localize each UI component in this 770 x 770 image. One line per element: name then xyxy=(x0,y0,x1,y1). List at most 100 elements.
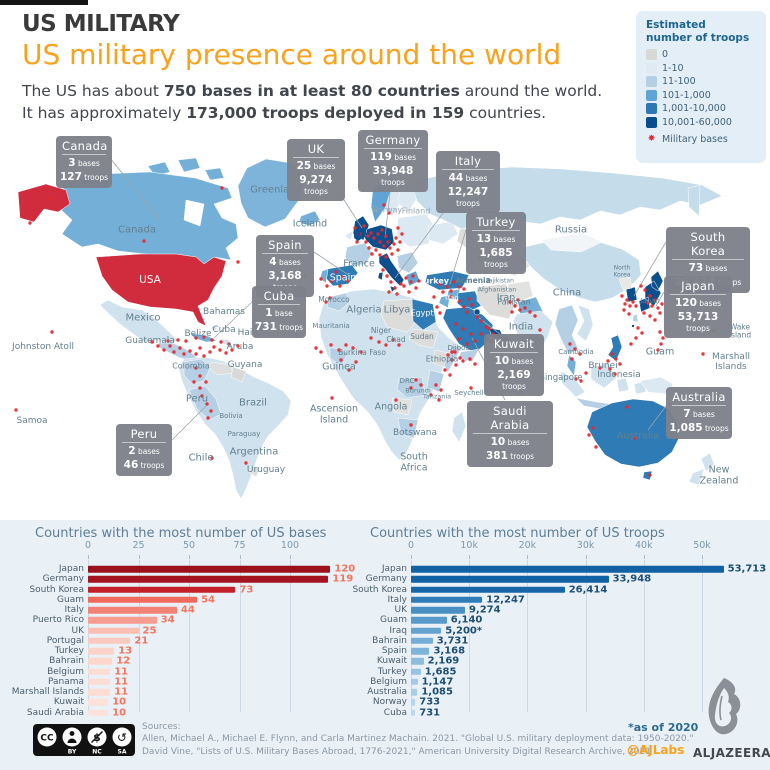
military-base-dot xyxy=(461,359,465,363)
military-base-dot xyxy=(402,284,406,288)
military-base-dot xyxy=(377,340,381,344)
military-base-dot xyxy=(598,366,602,370)
ajlabs-handle: @AJLabs xyxy=(627,743,685,757)
military-base-dot xyxy=(634,336,638,340)
map-label: Wake Island xyxy=(728,322,752,340)
intro-text: The US has about xyxy=(22,82,164,100)
legend-item-label: 0 xyxy=(662,49,669,61)
military-base-dot xyxy=(362,224,366,228)
military-base-dot xyxy=(470,303,474,307)
military-base-dot xyxy=(382,244,386,248)
military-base-dot xyxy=(367,246,371,250)
military-base-dot xyxy=(337,348,341,352)
landmass-iceland xyxy=(298,210,321,227)
military-base-dot xyxy=(620,294,624,298)
bar-value: 731 xyxy=(419,707,441,718)
military-base-dot xyxy=(409,386,413,390)
bases-chart: Countries with the most number of US bas… xyxy=(0,520,355,720)
bar xyxy=(411,699,416,706)
military-base-dot xyxy=(622,308,626,312)
map-label: Belize xyxy=(184,328,212,339)
bar-label: Japan xyxy=(381,564,407,574)
military-base-dot xyxy=(653,298,657,302)
military-base-dot xyxy=(570,357,574,361)
gridline xyxy=(88,560,89,712)
military-base-dot xyxy=(462,287,466,291)
bar-value: 11 xyxy=(114,686,129,698)
axis-tick-mark xyxy=(527,555,529,559)
bar-value: 120 xyxy=(334,563,356,575)
map-label: Ascension Island xyxy=(310,403,358,425)
military-base-dot xyxy=(438,282,442,286)
map-label: Indonesia xyxy=(597,369,641,380)
legend-item-label: 101-1,000 xyxy=(662,89,711,101)
military-base-dot xyxy=(628,304,632,308)
bar xyxy=(88,658,113,665)
map-label: Djibouti xyxy=(447,344,475,353)
military-base-dot xyxy=(606,359,610,363)
military-base-dot xyxy=(219,340,223,344)
military-base-dot xyxy=(395,292,399,296)
military-base-dot xyxy=(202,335,206,339)
military-base-dots xyxy=(14,186,716,477)
gridline xyxy=(189,560,190,712)
military-base-dot xyxy=(369,336,373,340)
landmass-tasmania xyxy=(642,470,653,481)
military-base-dot xyxy=(414,378,418,382)
map-label: Argentina xyxy=(229,446,279,458)
military-base-dot xyxy=(176,338,180,342)
legend-title: Estimated number of troops xyxy=(646,19,756,45)
military-base-dot xyxy=(382,203,386,207)
map-label: Uruguay xyxy=(246,464,286,475)
axis-tick-mark xyxy=(138,555,140,559)
military-base-dot xyxy=(634,304,638,308)
landmass-guyana xyxy=(230,366,247,383)
military-base-dot xyxy=(625,298,629,302)
callout-troops: 127 troops xyxy=(59,170,108,183)
map-label: Chile xyxy=(188,452,214,464)
military-base-dot xyxy=(385,274,389,278)
cc-labels: BY NC SA xyxy=(68,749,127,756)
military-base-dot xyxy=(643,288,647,292)
military-base-dot xyxy=(384,255,388,259)
bar xyxy=(411,647,430,655)
cc-label: SA xyxy=(118,749,127,756)
axis-tick-mark xyxy=(290,555,291,559)
bar-label: Iraq xyxy=(389,625,407,636)
military-base-dot xyxy=(513,304,517,308)
legend: Estimated number of troops 0 1-10 11-100 10… xyxy=(636,11,766,163)
callout-bases: 10 bases xyxy=(490,436,530,448)
military-base-icon: ✸ xyxy=(647,134,656,145)
legend-swatch xyxy=(646,49,657,61)
military-base-dot xyxy=(324,300,328,304)
bar-label: Bahrain xyxy=(49,656,84,667)
bar xyxy=(411,606,465,614)
legend-item: 10,001-60,000 xyxy=(646,116,756,128)
military-base-dot xyxy=(417,279,421,283)
military-base-dot xyxy=(400,232,404,236)
bar-value: 1,685 xyxy=(424,666,457,677)
military-base-dot xyxy=(166,339,170,343)
military-base-dot xyxy=(640,331,644,335)
bar-value: 6,140 xyxy=(450,614,483,626)
military-base-dot xyxy=(443,368,447,372)
landmass-taiwan xyxy=(632,313,639,323)
landmass-kuwait xyxy=(473,308,481,316)
axis-tick-label: 40k xyxy=(635,540,653,551)
bar-value: 733 xyxy=(419,696,441,708)
map-label: Colombia xyxy=(172,361,210,371)
landmass-myanmar-thailand xyxy=(554,304,579,356)
military-base-dot xyxy=(236,344,240,348)
landmass-sulawesi xyxy=(616,377,647,395)
map-label: Iceland xyxy=(292,218,328,230)
callout-bases: 119 bases xyxy=(369,151,417,163)
military-base-dot xyxy=(210,456,214,460)
landmass-turkey xyxy=(424,270,470,291)
bar-value: 1,147 xyxy=(421,676,454,688)
legend-swatch xyxy=(646,76,657,88)
axis-tick-mark xyxy=(702,555,703,559)
military-base-dot xyxy=(633,436,637,440)
troops-chart-title: Countries with the most number of US tro… xyxy=(370,526,665,541)
military-base-dot xyxy=(618,362,622,366)
bar xyxy=(411,658,424,665)
